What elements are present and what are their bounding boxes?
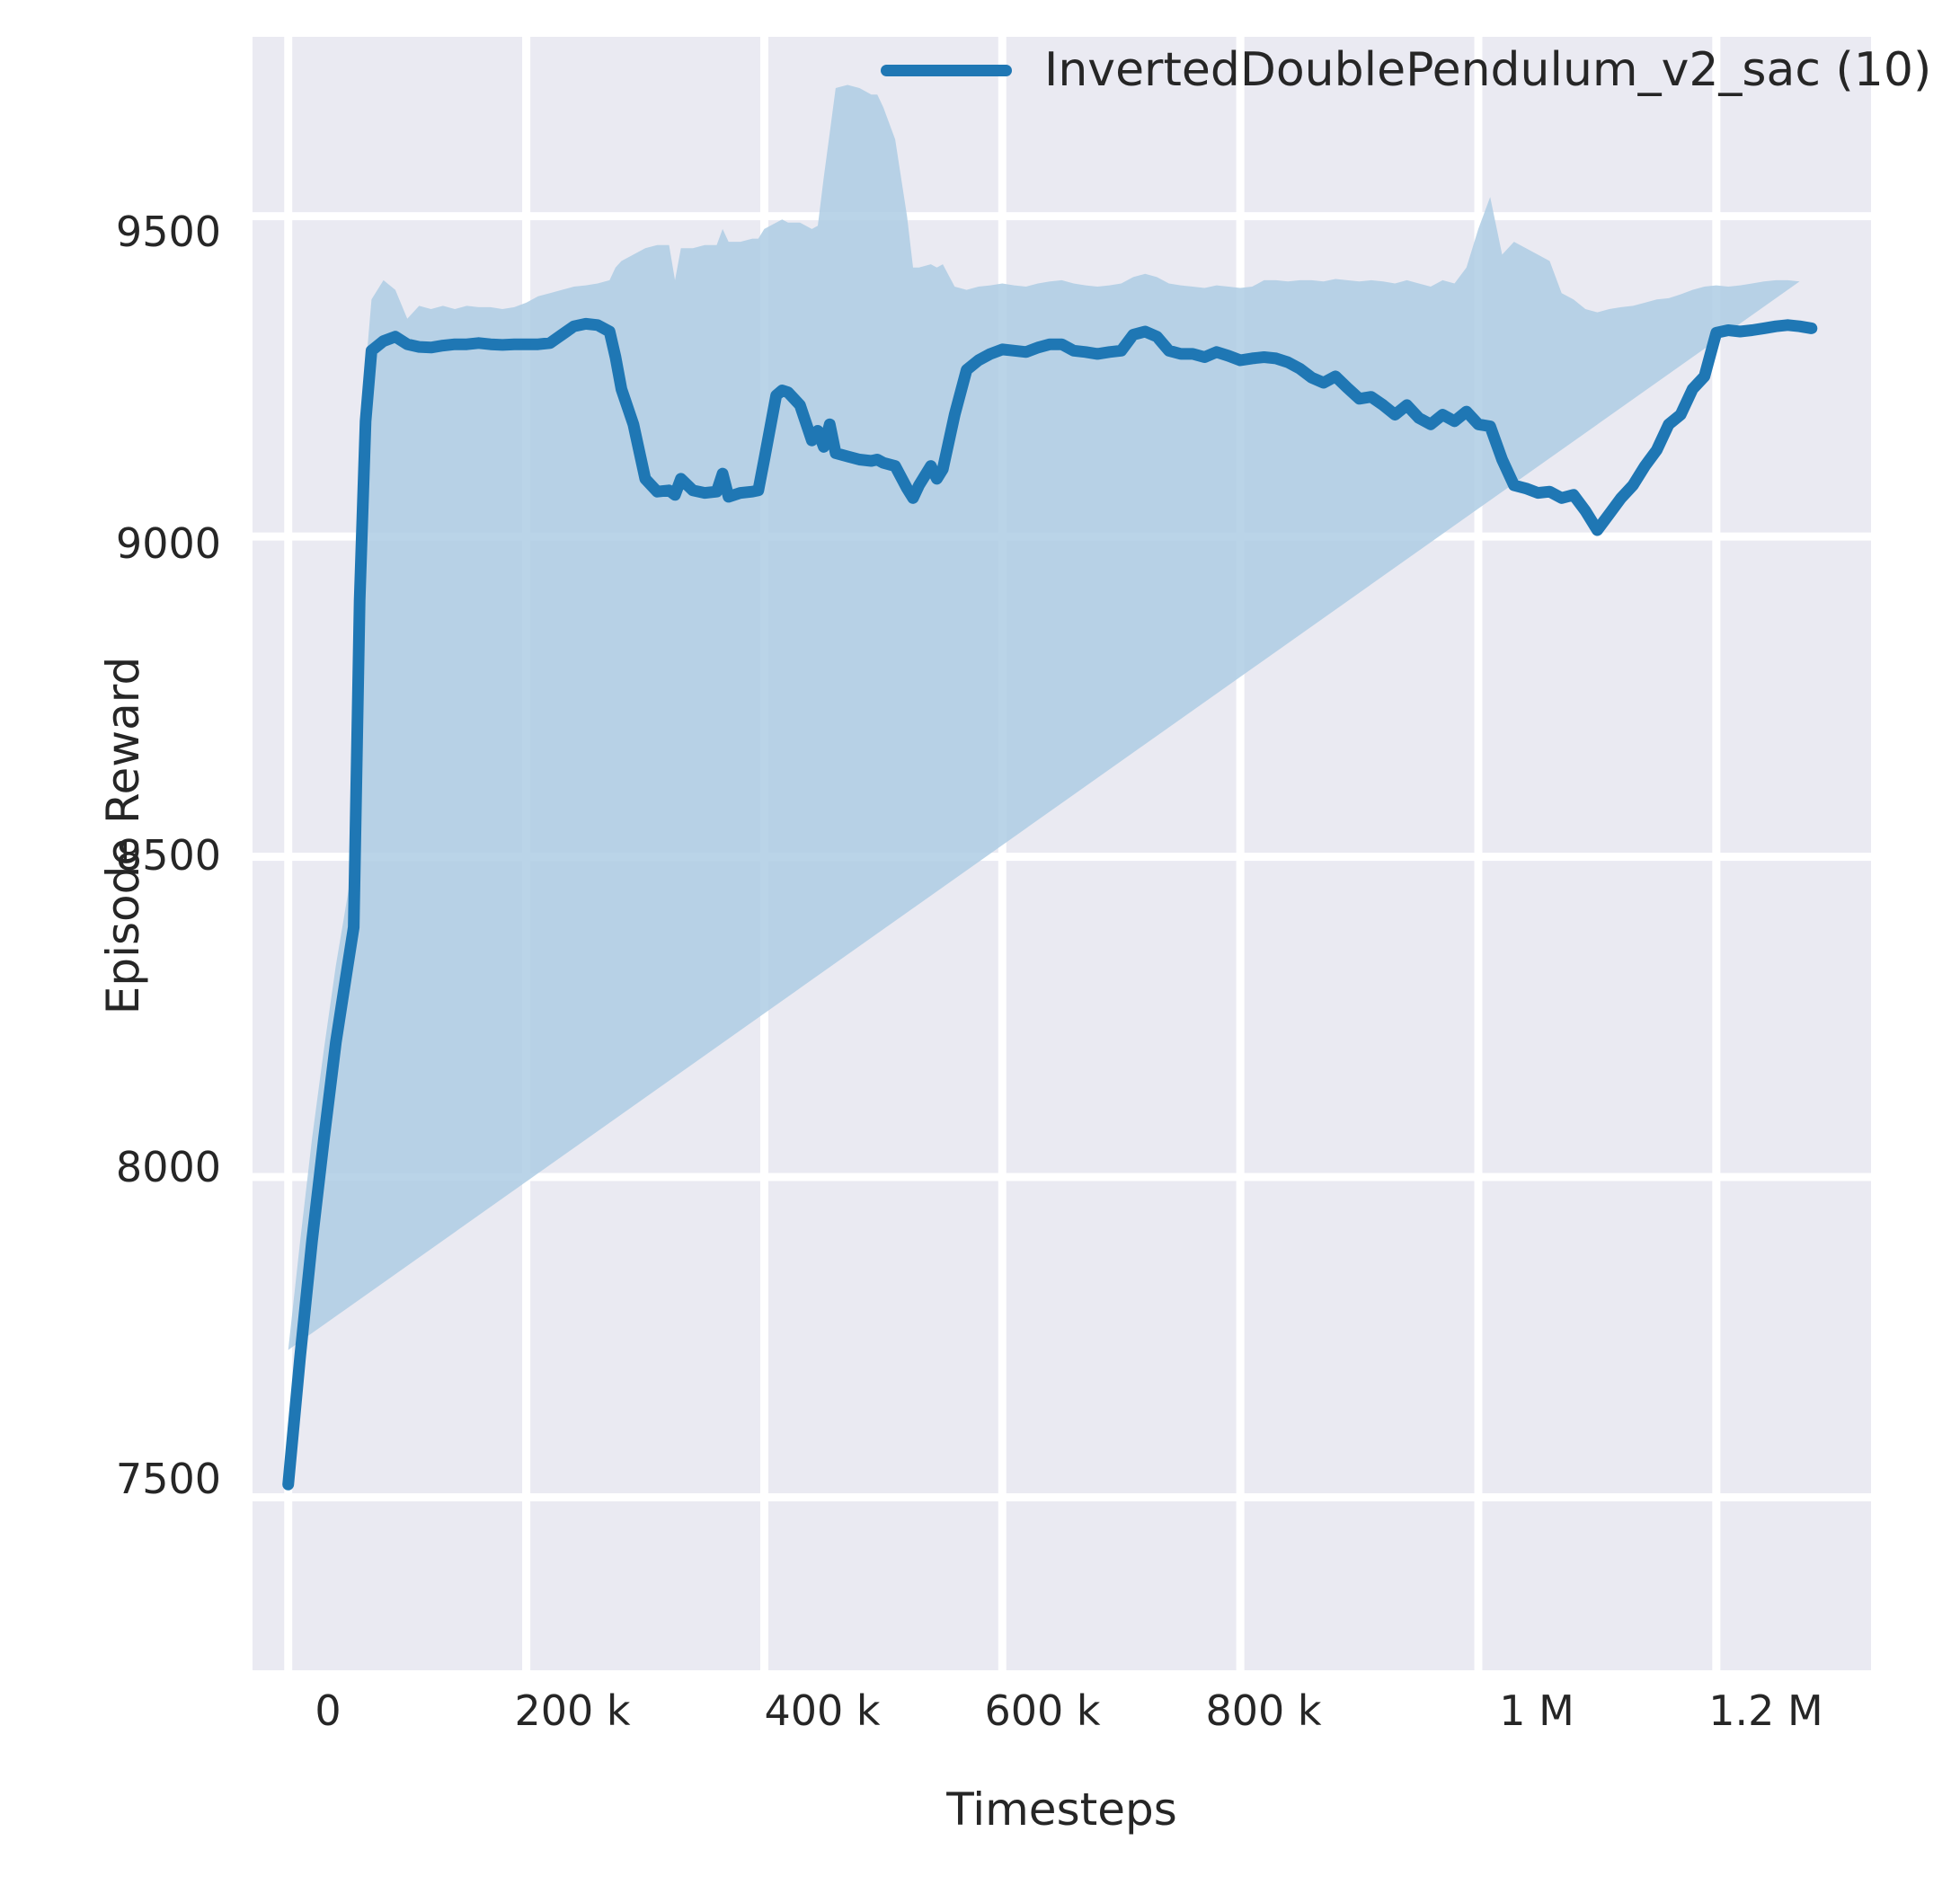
y-tick-label-7500: 7500 — [115, 1455, 221, 1503]
x-tick-label-400k: 400 k — [764, 1686, 881, 1735]
x-tick-label-800k: 800 k — [1205, 1686, 1322, 1735]
y-axis-title: Episode Reward — [97, 656, 149, 1015]
legend[interactable]: InvertedDoublePendulum_v2_sac (10) — [881, 45, 1931, 95]
plot-area — [253, 37, 1871, 1670]
series-line — [282, 317, 1818, 1491]
x-tick-label-600k: 600 k — [984, 1686, 1101, 1735]
x-tick-label-0: 0 — [315, 1686, 341, 1735]
y-tick-label-9000: 9000 — [115, 519, 221, 568]
y-tick-label-8500: 8500 — [115, 831, 221, 880]
x-axis-title: Timesteps — [946, 1783, 1177, 1836]
y-tick-label-8000: 8000 — [115, 1143, 221, 1191]
y-tick-label-9500: 9500 — [115, 208, 221, 256]
plot-svg — [253, 37, 1871, 1670]
x-tick-label-1-2m: 1.2 M — [1708, 1686, 1823, 1735]
legend-label: InvertedDoublePendulum_v2_sac (10) — [1044, 43, 1932, 97]
legend-line-swatch — [881, 64, 1012, 76]
x-tick-label-1m: 1 M — [1499, 1686, 1574, 1735]
x-tick-label-200k: 200 k — [514, 1686, 631, 1735]
confidence-band — [288, 84, 1800, 1350]
